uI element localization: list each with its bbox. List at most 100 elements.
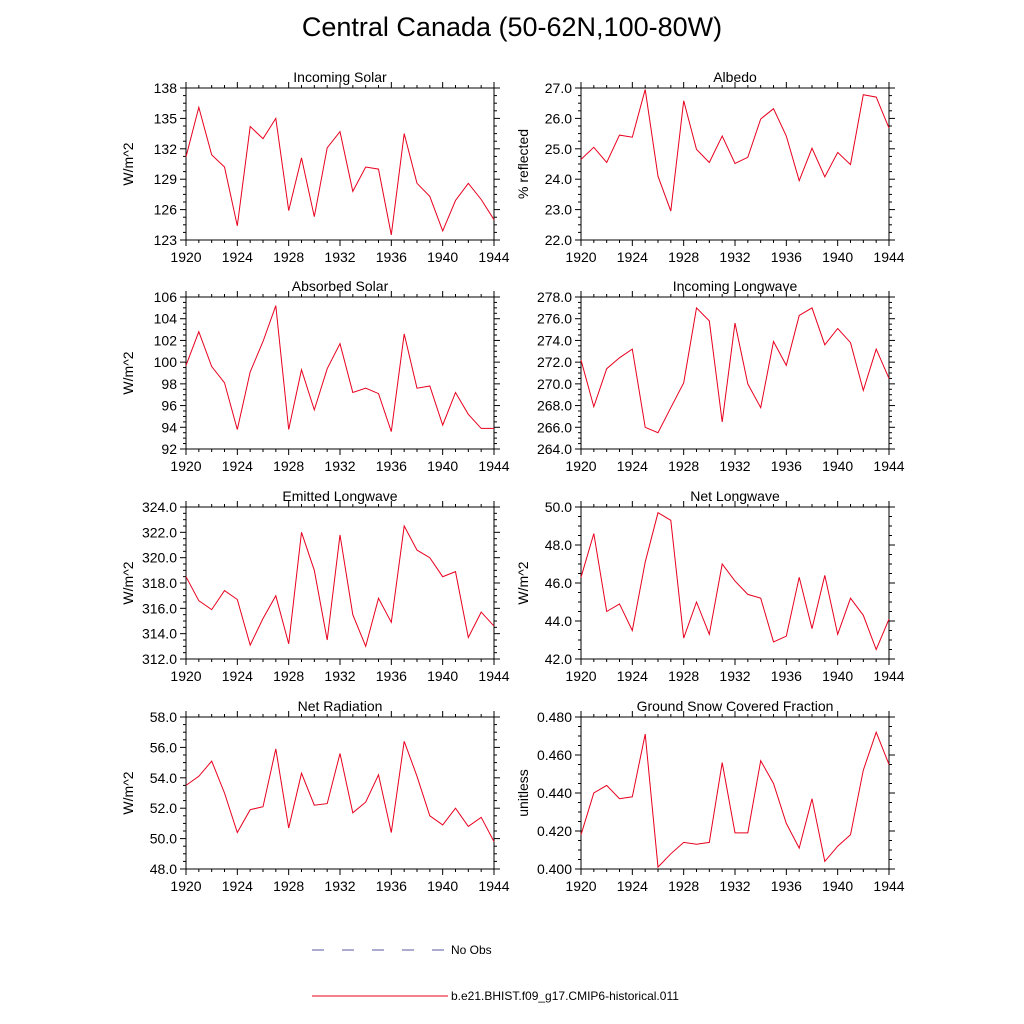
legend-model-label: b.e21.BHIST.f09_g17.CMIP6-historical.011	[451, 989, 679, 1003]
x-tick-label: 1944	[873, 668, 904, 684]
x-tick-label: 1944	[478, 668, 509, 684]
y-tick-label: 44.0	[545, 613, 572, 629]
chart-panel-7: Net Radiation W/m^2 48.0 50.0 52.0 54.0 56.0 58…	[120, 698, 510, 894]
y-tick-label: 272.0	[537, 354, 572, 370]
y-tick-label: 24.0	[545, 171, 572, 187]
series-line	[580, 306, 890, 434]
x-tick-label: 1928	[273, 458, 304, 474]
x-tick-label: 1920	[565, 458, 596, 474]
chart-panel-8: Ground Snow Covered Fraction unitless 0.40…	[515, 698, 905, 894]
x-tick-label: 1936	[376, 458, 407, 474]
y-tick-label: 129	[154, 171, 178, 187]
y-tick-label: 23.0	[545, 202, 572, 218]
plot-frame	[580, 506, 890, 660]
y-tick-label: 268.0	[537, 398, 572, 414]
y-tick-label: 264.0	[537, 441, 572, 457]
x-tick-label: 1944	[478, 878, 509, 894]
chart-panel-3: Absorbed Solar W/m^2 92 94 96 98 100 102 104 106 1…	[120, 278, 510, 474]
y-tick-label: 138	[154, 80, 178, 96]
y-axis-label: % reflected	[515, 129, 531, 199]
plot-frame	[185, 506, 495, 660]
x-tick-label: 1936	[771, 458, 802, 474]
x-tick-label: 1932	[324, 458, 355, 474]
x-tick-label: 1928	[668, 668, 699, 684]
x-tick-label: 1924	[222, 458, 253, 474]
plot-frame	[580, 716, 890, 870]
x-tick-label: 1936	[376, 249, 407, 265]
x-tick-label: 1920	[170, 668, 201, 684]
x-tick-label: 1928	[273, 249, 304, 265]
x-tick-label: 1932	[324, 249, 355, 265]
plot-frame	[580, 87, 890, 241]
panel-title: Net Longwave	[690, 488, 780, 504]
y-tick-label: 52.0	[150, 800, 177, 816]
panel-title: Incoming Longwave	[673, 278, 798, 294]
panel-title: Emitted Longwave	[282, 488, 397, 504]
y-tick-label: 100	[154, 354, 178, 370]
series-line	[580, 511, 890, 651]
y-axis-label: W/m^2	[120, 561, 136, 604]
y-tick-label: 123	[154, 232, 178, 248]
y-tick-label: 0.440	[537, 785, 572, 801]
series-line	[185, 524, 495, 648]
y-tick-label: 96	[161, 398, 177, 414]
x-tick-label: 1920	[565, 668, 596, 684]
series-line	[185, 741, 495, 842]
x-tick-label: 1940	[822, 458, 853, 474]
y-tick-label: 320.0	[142, 550, 177, 566]
x-tick-label: 1944	[478, 458, 509, 474]
y-tick-label: 22.0	[545, 232, 572, 248]
x-tick-label: 1928	[668, 878, 699, 894]
y-tick-label: 0.400	[537, 861, 572, 877]
x-tick-label: 1932	[324, 668, 355, 684]
y-tick-label: 0.420	[537, 823, 572, 839]
y-tick-label: 56.0	[150, 739, 177, 755]
x-tick-label: 1944	[478, 249, 509, 265]
y-tick-label: 58.0	[150, 709, 177, 725]
legend: No Obs b.e21.BHIST.f09_g17.CMIP6-histori…	[312, 943, 679, 1003]
plot-frame	[580, 296, 890, 450]
x-tick-label: 1920	[170, 249, 201, 265]
x-tick-label: 1928	[668, 458, 699, 474]
x-tick-label: 1928	[273, 668, 304, 684]
y-tick-label: 278.0	[537, 289, 572, 305]
series-line	[185, 105, 495, 235]
chart-panel-5: Emitted Longwave W/m^2 312.0 314.0 316.0 318.…	[120, 488, 510, 684]
y-tick-label: 106	[154, 289, 178, 305]
y-tick-label: 132	[154, 141, 178, 157]
y-axis-label: W/m^2	[120, 142, 136, 185]
x-tick-label: 1924	[617, 458, 648, 474]
y-axis-label: W/m^2	[120, 351, 136, 394]
chart-panel-4: Incoming Longwave 264.0 266.0 268.0 270.0 272…	[537, 278, 905, 474]
y-tick-label: 92	[161, 441, 177, 457]
x-tick-label: 1920	[170, 878, 201, 894]
y-tick-label: 25.0	[545, 141, 572, 157]
x-tick-label: 1940	[427, 668, 458, 684]
panel-title: Ground Snow Covered Fraction	[637, 698, 834, 714]
y-tick-label: 26.0	[545, 110, 572, 126]
y-axis-label: W/m^2	[120, 771, 136, 814]
x-tick-label: 1944	[873, 249, 904, 265]
panel-title: Net Radiation	[298, 698, 383, 714]
x-tick-label: 1940	[822, 668, 853, 684]
x-tick-label: 1940	[822, 878, 853, 894]
chart-panel-2: Albedo % reflected 22.0 23.0 24.0 25.0 26.0 27.…	[515, 69, 905, 265]
y-tick-label: 48.0	[545, 537, 572, 553]
x-tick-label: 1920	[170, 458, 201, 474]
y-tick-label: 50.0	[545, 499, 572, 515]
plot-frame	[185, 296, 495, 450]
x-tick-label: 1924	[617, 668, 648, 684]
x-tick-label: 1936	[771, 249, 802, 265]
x-tick-label: 1940	[427, 458, 458, 474]
plot-frame	[185, 716, 495, 870]
x-tick-label: 1944	[873, 458, 904, 474]
y-tick-label: 0.480	[537, 709, 572, 725]
x-tick-label: 1932	[719, 458, 750, 474]
x-tick-label: 1920	[565, 878, 596, 894]
x-tick-label: 1928	[273, 878, 304, 894]
y-tick-label: 270.0	[537, 376, 572, 392]
plot-frame	[185, 87, 495, 241]
y-tick-label: 318.0	[142, 575, 177, 591]
series-line	[580, 730, 890, 869]
y-tick-label: 316.0	[142, 600, 177, 616]
